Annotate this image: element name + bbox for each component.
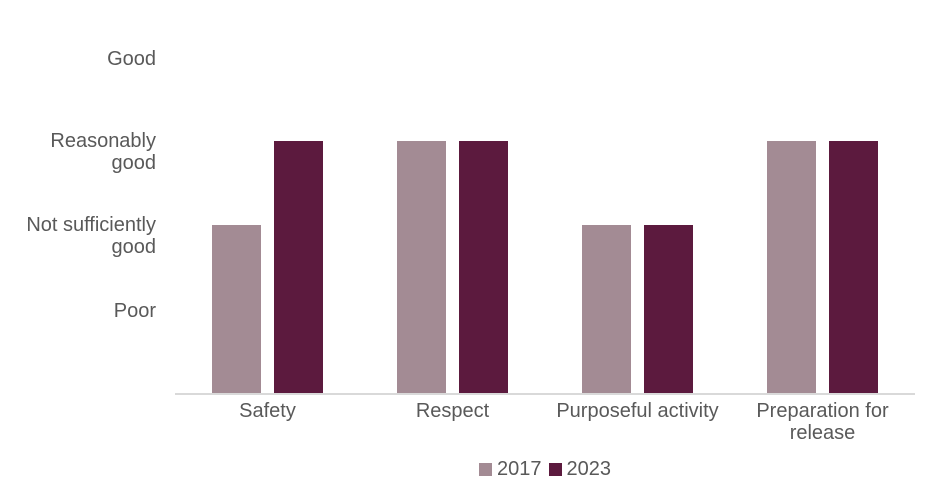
bar-2017-safety <box>212 225 261 393</box>
legend-swatch-2023 <box>548 462 562 476</box>
y-axis-label-poor: Poor <box>113 300 156 322</box>
x-axis-label-preparation-for-release: Preparation for release <box>756 400 889 444</box>
y-axis-label-not-sufficiently-good: Not sufficiently good <box>26 214 156 258</box>
bar-2017-purposeful-activity <box>582 225 631 393</box>
legend-swatch-2017 <box>479 462 492 476</box>
x-axis-label-safety: Safety <box>239 400 296 422</box>
bar-2017-preparation-for-release <box>767 141 816 393</box>
legend-label-2023: 2023 <box>566 458 612 480</box>
bar-2023-purposeful-activity <box>644 225 693 393</box>
legend: 2017 2023 <box>175 458 915 480</box>
bar-2023-safety <box>274 141 323 393</box>
x-axis-line <box>175 393 915 395</box>
bar-2023-preparation-for-release <box>829 141 878 393</box>
legend-label-2017: 2017 <box>497 458 542 480</box>
bar-2017-respect <box>397 141 446 393</box>
y-axis-label-good: Good <box>107 48 156 70</box>
legend-item-2023: 2023 <box>548 458 612 480</box>
legend-item-2017: 2017 <box>479 458 542 480</box>
bar-2023-respect <box>459 141 508 393</box>
x-axis-label-respect: Respect <box>415 400 490 422</box>
x-axis-label-purposeful-activity: Purposeful activity <box>556 400 719 422</box>
y-axis-label-reasonably-good: Reasonably good <box>50 130 156 174</box>
